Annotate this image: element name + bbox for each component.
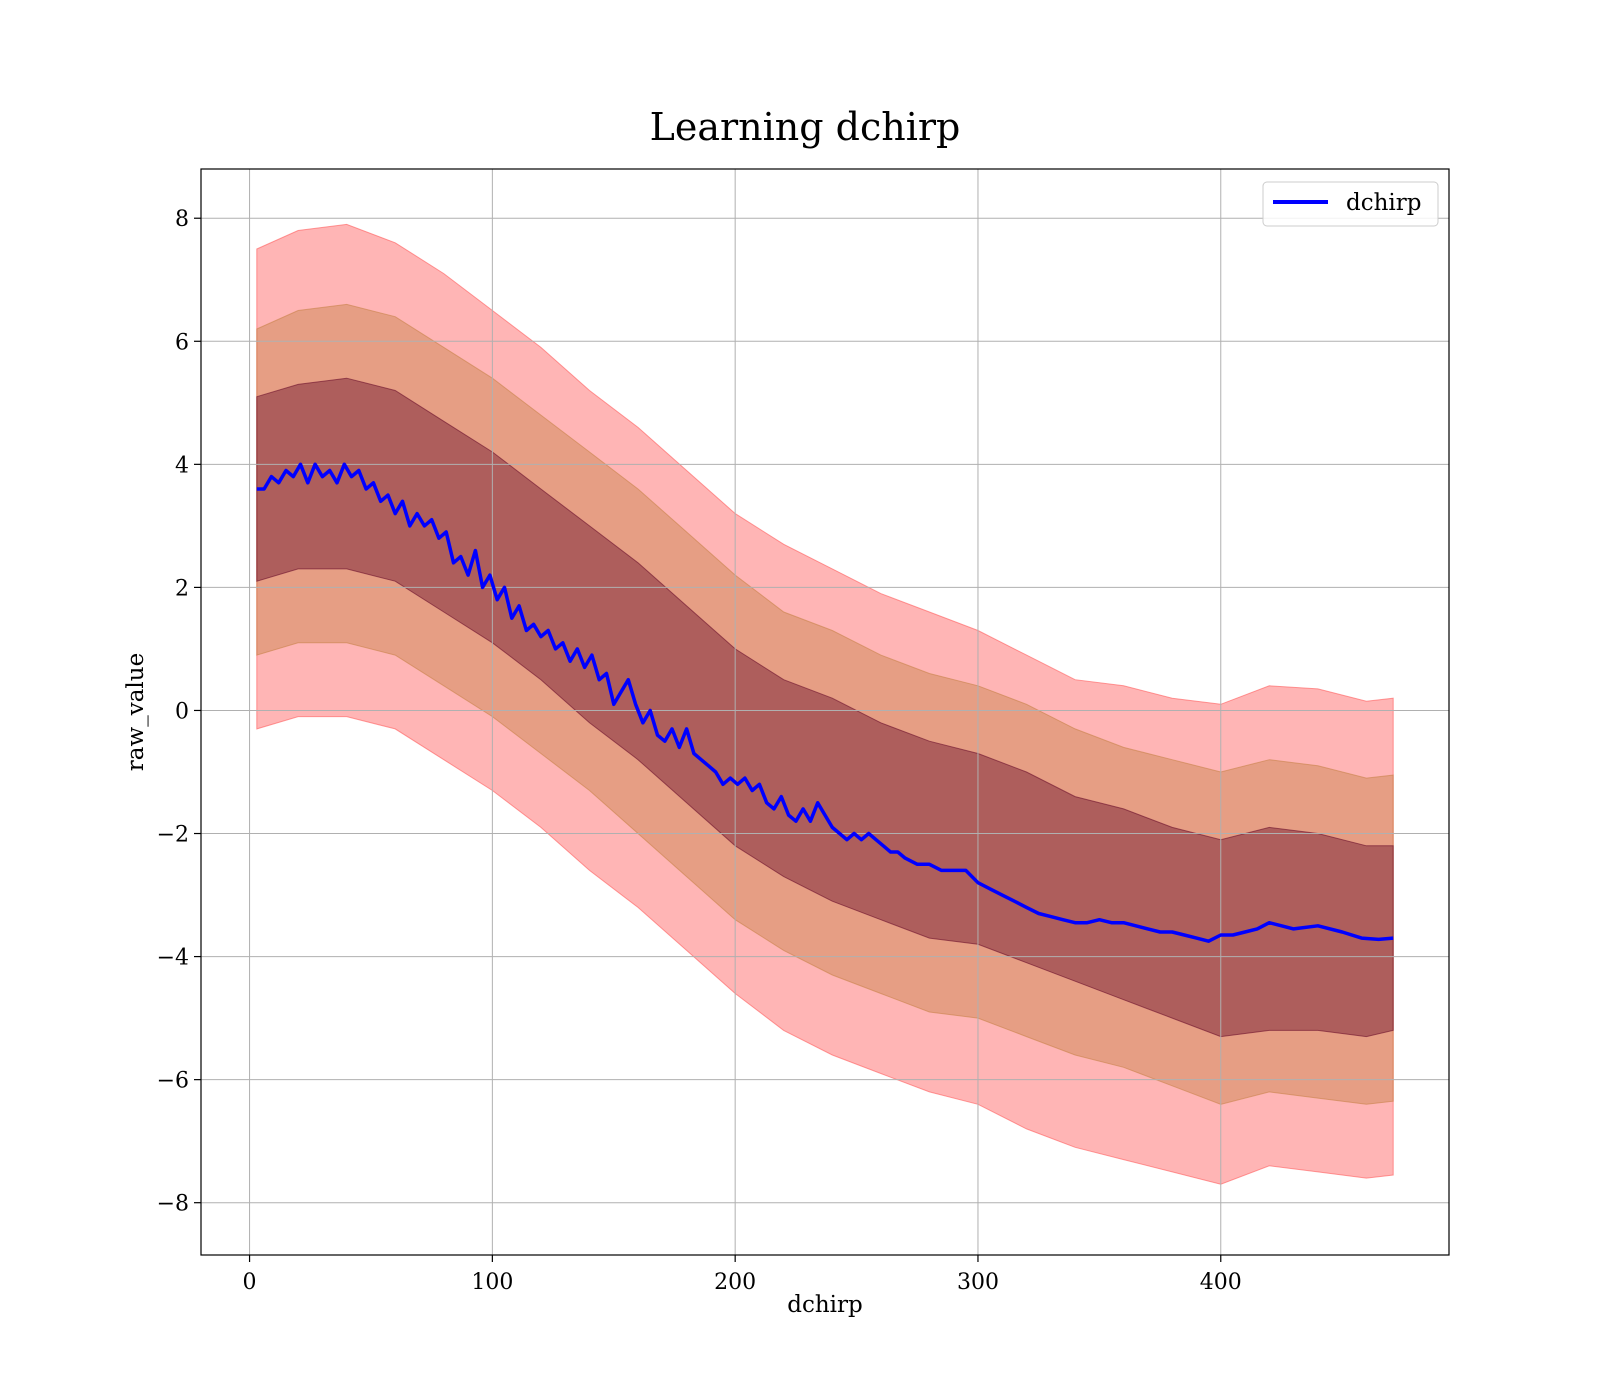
y-tick-label: 2 bbox=[175, 576, 189, 601]
x-tick-label: 300 bbox=[957, 1270, 999, 1295]
legend-box bbox=[1262, 181, 1439, 227]
ticks-layer: 0 100 200 300 400 −8 −6 −4 −2 0 2 4 6 8 bbox=[157, 207, 1242, 1295]
x-tick-label: 0 bbox=[243, 1270, 257, 1295]
x-tick-label: 400 bbox=[1200, 1270, 1242, 1295]
band-area-2 bbox=[256, 303, 1394, 1105]
chart-title: Learning dchirp bbox=[650, 105, 961, 149]
y-tick-label: 6 bbox=[175, 330, 189, 355]
y-tick-label: −2 bbox=[157, 823, 189, 848]
x-axis-label: dchirp bbox=[787, 1292, 863, 1318]
x-tick-label: 200 bbox=[714, 1270, 756, 1295]
series-line-dchirp bbox=[256, 462, 1394, 943]
y-tick-label: −4 bbox=[157, 946, 189, 971]
band-area-1 bbox=[256, 377, 1394, 1038]
line-layer bbox=[256, 462, 1394, 943]
grid-layer bbox=[201, 169, 1449, 1255]
y-axis-label: raw_value bbox=[123, 653, 149, 771]
plot-frame bbox=[200, 168, 1450, 1256]
y-tick-label: −6 bbox=[157, 1069, 189, 1094]
y-tick-label: 8 bbox=[175, 207, 189, 232]
y-tick-label: 0 bbox=[175, 699, 189, 724]
legend: dchirp bbox=[1262, 181, 1439, 227]
legend-label-dchirp: dchirp bbox=[1346, 190, 1422, 216]
y-tick-label: 4 bbox=[175, 453, 189, 478]
x-tick-label: 100 bbox=[471, 1270, 513, 1295]
bands-layer bbox=[256, 223, 1394, 1185]
y-tick-label: −8 bbox=[157, 1192, 189, 1217]
